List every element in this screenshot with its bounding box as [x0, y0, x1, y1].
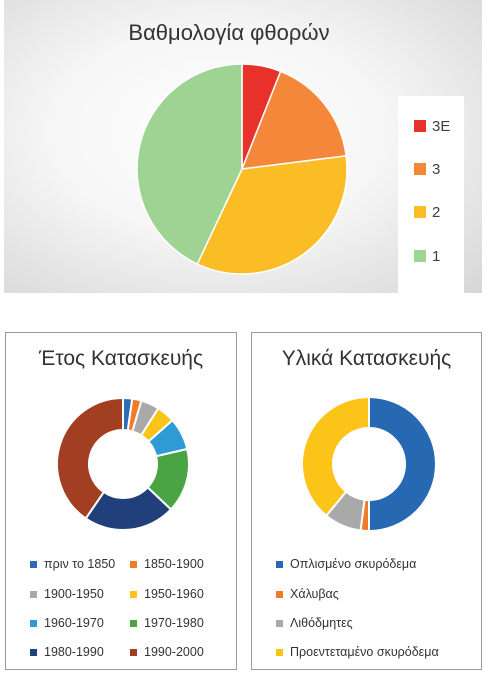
pie-chart [136, 63, 348, 275]
legend-label: 1960-1970 [44, 616, 104, 630]
slice-1 [240, 70, 348, 170]
chart-title: Βαθμολογία φθορών [128, 20, 330, 45]
legend-swatch [130, 648, 137, 656]
legend-swatch [30, 619, 37, 627]
legend-item: 1970-1980 [130, 615, 204, 631]
legend-label: Οπλισμένο σκυρόδεμα [290, 557, 417, 571]
chart-title: Έτος Κατασκευής [38, 347, 204, 370]
legend-item: 1960-1970 [30, 615, 104, 631]
chart-title: Υλικά Κατασκευής [281, 347, 452, 370]
legend-swatch [276, 619, 283, 627]
legend-label: 3Ε [432, 117, 451, 135]
legend-swatch [414, 163, 426, 175]
legend-item: Προεντεταμένο σκυρόδεμα [276, 644, 439, 660]
legend-label: 1 [432, 247, 441, 265]
legend-swatch [414, 250, 426, 262]
legend-label: 1900-1950 [44, 587, 104, 601]
legend-item: 1980-1990 [30, 644, 104, 660]
legend-item: 1850-1900 [130, 556, 204, 572]
legend-swatch [414, 120, 426, 132]
legend-swatch [130, 619, 137, 627]
legend-label: 1970-1980 [144, 616, 204, 630]
legend-item: 2 [414, 202, 440, 222]
legend-swatch [30, 590, 37, 598]
legend-swatch [276, 590, 283, 598]
legend-label: Λιθόδμητες [290, 616, 353, 630]
legend-item: 3 [414, 159, 440, 179]
legend-swatch [276, 648, 283, 656]
legend-swatch [30, 560, 37, 568]
donut-chart [56, 396, 190, 531]
legend-label: Προεντεταμένο σκυρόδεμα [290, 645, 439, 659]
legend-label: 2 [432, 203, 441, 221]
legend-item: Λιθόδμητες [276, 615, 353, 631]
legend-swatch [130, 590, 137, 598]
legend: 3Ε 3 2 1 [398, 96, 464, 293]
legend-item: 1950-1960 [130, 586, 204, 602]
legend-label: 3 [432, 160, 441, 178]
legend-label: 1950-1960 [144, 587, 204, 601]
legend-item: 1900-1950 [30, 586, 104, 602]
construction-materials-chart: Υλικά Κατασκευής Οπλισμένο σκυρόδεμα Χάλ… [251, 332, 482, 670]
legend-item: Χάλυβας [276, 586, 339, 602]
legend-label: 1850-1900 [144, 557, 204, 571]
legend-label: 1980-1990 [44, 645, 104, 659]
legend-item: πριν το 1850 [30, 556, 115, 572]
legend-swatch [130, 560, 137, 568]
slice-3 [136, 63, 243, 266]
legend-swatch [414, 206, 426, 218]
legend-swatch [276, 560, 283, 568]
legend-label: πριν το 1850 [44, 557, 116, 571]
donut-chart [301, 395, 437, 533]
slice-3 [301, 395, 370, 518]
legend-label: Χάλυβας [290, 587, 339, 601]
legend-item: Οπλισμένο σκυρόδεμα [276, 556, 416, 572]
legend-item: 1990-2000 [130, 644, 204, 660]
legend-item: 3Ε [414, 116, 450, 136]
construction-year-chart: Έτος Κατασκευής πριν το 1850 1850-1900 1… [5, 332, 237, 670]
legend-label: 1990-2000 [144, 645, 204, 659]
slice-0 [368, 395, 437, 533]
damage-score-chart: Βαθμολογία φθορών 3Ε 3 2 1 [4, 0, 482, 293]
legend-item: 1 [414, 246, 440, 266]
legend-swatch [30, 648, 37, 656]
slice-7 [56, 396, 124, 520]
